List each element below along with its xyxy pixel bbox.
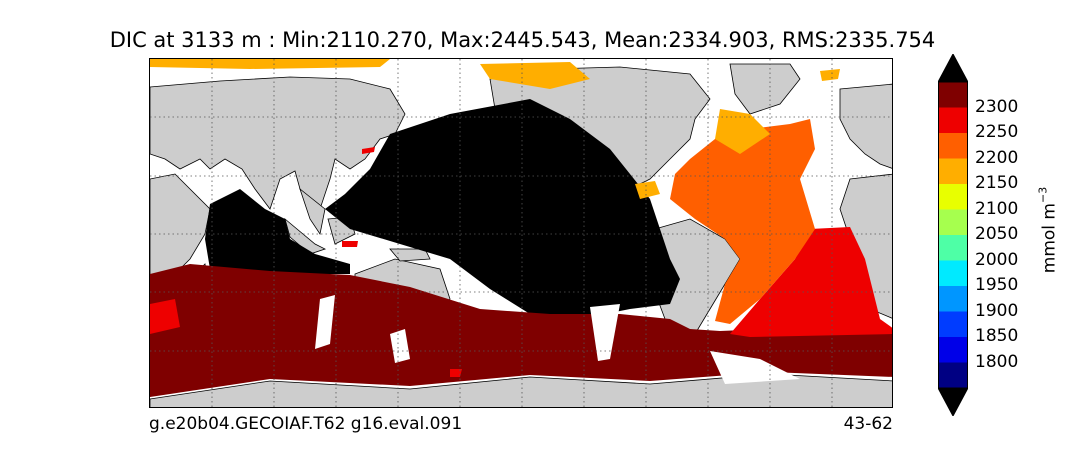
bin-2250-indonesia-patch <box>342 241 358 247</box>
colorbar-under-arrow <box>938 387 968 416</box>
bin-2250-antarctic-patch <box>450 369 462 377</box>
colorbar-bin <box>938 184 968 210</box>
colorbar-tick-label: 2000 <box>975 249 1019 270</box>
southern-ocean-gap <box>710 351 800 384</box>
land-europe <box>839 83 892 169</box>
bin-2200-atlantic <box>670 119 815 324</box>
colorbar-bin <box>938 311 968 338</box>
bin-2150-arctic-top <box>150 59 390 69</box>
land-indonesia <box>284 217 327 255</box>
units-exponent: −3 <box>1036 186 1050 203</box>
colorbar-outline <box>938 81 968 389</box>
pacific-black-region <box>325 99 680 319</box>
bin-2150-gulf <box>635 181 660 199</box>
colorbar-tick-label: 2050 <box>975 224 1019 244</box>
bin-2150-arctic-mid <box>480 62 590 89</box>
colorbar-tick-label: 1850 <box>975 326 1019 346</box>
colorbar-bin <box>938 362 968 389</box>
colorbar-tick-label: 2100 <box>975 198 1019 219</box>
colorbar-bin <box>938 158 968 185</box>
experiment-label: g.e20b04.GECOIAF.T62 g16.eval.091 <box>149 414 463 434</box>
colorbar-bin <box>938 209 968 236</box>
colorbar-bin <box>938 133 968 159</box>
indian-ocean-black-region <box>205 189 350 274</box>
years-label: 43-62 <box>843 414 893 434</box>
colorbar-bin <box>938 337 968 363</box>
land-se-asia <box>299 187 326 236</box>
colorbar-bin <box>938 235 968 261</box>
colorbar-bin <box>938 82 968 108</box>
colorbar-bin <box>938 260 968 287</box>
southern-ocean-gap <box>315 295 335 349</box>
southern-ocean-gap <box>590 304 620 361</box>
global-dic-map <box>150 59 892 407</box>
bin-2250-japan-patch <box>362 147 375 154</box>
southern-ocean-gap <box>390 329 410 363</box>
colorbar-units: mmol m−3 <box>1037 187 1060 273</box>
land-new-guinea <box>389 248 431 262</box>
bin-2150-arctic-east <box>820 69 840 81</box>
colorbar-tick-label: 1950 <box>975 275 1019 295</box>
colorbar-bin <box>938 286 968 312</box>
colorbar-over-arrow <box>938 54 968 83</box>
land-antarctica <box>150 373 892 407</box>
bin-2150-north-atlantic <box>715 109 770 154</box>
units-base: mmol m <box>1039 203 1060 274</box>
colorbar <box>938 54 968 416</box>
colorbar-tick-label: 2200 <box>975 147 1019 168</box>
colorbar-tick-label: 1900 <box>975 300 1019 321</box>
colorbar-tick-label: 2250 <box>975 122 1019 142</box>
colorbar-tick-label: 1800 <box>975 351 1019 372</box>
land-greenland <box>729 63 801 115</box>
colorbar-tick-label: 2300 <box>975 96 1019 117</box>
map-title: DIC at 3133 m : Min:2110.270, Max:2445.5… <box>109 28 936 52</box>
map-panel <box>149 58 893 408</box>
southern-ocean-2300 <box>150 264 892 397</box>
bin-2250-atlantic-south <box>730 227 892 337</box>
colorbar-bin <box>938 107 968 134</box>
colorbar-bins <box>938 82 968 389</box>
colorbar-tick-label: 2150 <box>975 173 1019 193</box>
bin-2250-indian-west <box>150 299 180 334</box>
